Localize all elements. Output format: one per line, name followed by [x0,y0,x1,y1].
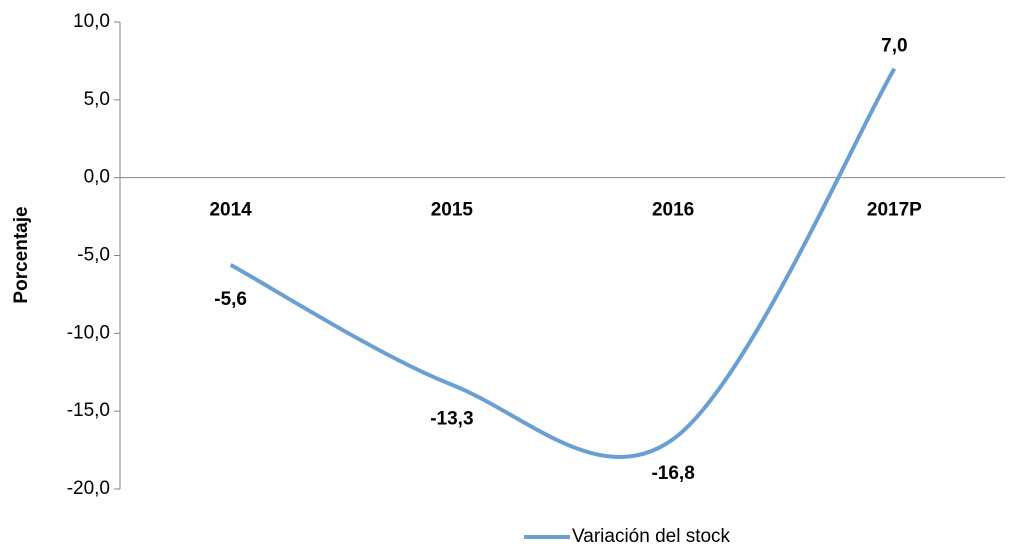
y-tick-label: -5,0 [77,245,110,266]
data-label: -13,3 [430,409,473,430]
y-axis-label: Porcentaje [11,206,32,303]
y-tick-label: -10,0 [67,322,110,343]
data-label: -16,8 [651,463,694,484]
x-tick-label: 2014 [209,200,252,221]
y-tick-label: -20,0 [67,478,110,499]
y-tick-label: -15,0 [67,400,110,421]
legend-label: Variación del stock [572,526,731,547]
x-tick-label: 2017P [867,200,922,221]
line [229,67,897,459]
y-tick-label: 0,0 [84,167,110,188]
x-tick-label: 2015 [431,200,474,221]
y-tick-label: 10,0 [73,11,110,32]
data-label: 7,0 [881,36,907,57]
y-tick-label: 5,0 [84,89,110,110]
x-tick-label: 2016 [652,200,694,221]
data-label: -5,6 [214,289,247,310]
